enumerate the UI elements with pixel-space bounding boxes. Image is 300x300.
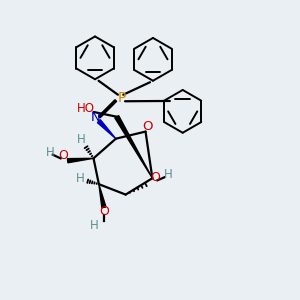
Text: H: H <box>90 219 99 232</box>
Text: H: H <box>77 134 85 146</box>
Text: O: O <box>150 171 160 184</box>
Polygon shape <box>68 158 94 163</box>
Text: H: H <box>76 172 85 185</box>
Polygon shape <box>115 116 152 178</box>
Text: H: H <box>164 169 172 182</box>
Text: H: H <box>46 146 54 159</box>
Text: O: O <box>58 149 68 162</box>
Text: P: P <box>118 91 126 105</box>
Polygon shape <box>98 120 116 139</box>
Text: O: O <box>99 205 109 218</box>
Text: O: O <box>143 120 153 133</box>
Polygon shape <box>99 184 106 208</box>
Text: HO: HO <box>77 103 95 116</box>
Text: N: N <box>90 111 100 124</box>
